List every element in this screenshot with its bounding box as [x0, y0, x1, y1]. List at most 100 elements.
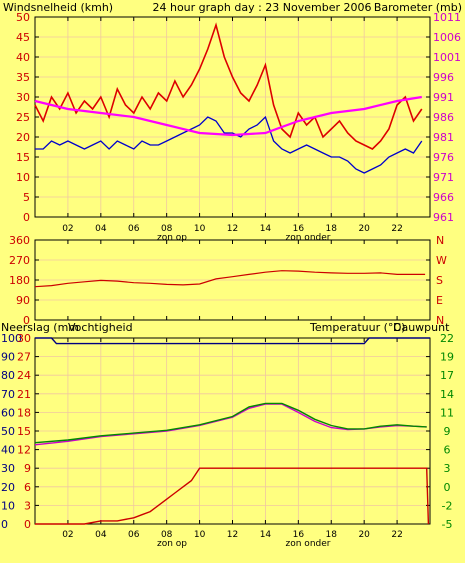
x-tick-label-bottom: 04 — [95, 530, 107, 540]
direction-tick-label: 0 — [23, 314, 30, 327]
humidity-tick-label: 40 — [1, 444, 15, 457]
rain-tick-label: 3 — [24, 499, 31, 512]
wind-speed-tick-label: 30 — [16, 91, 30, 104]
temperature-tick-label: 6 — [444, 444, 451, 457]
barometer-tick-label: 976 — [433, 151, 454, 164]
sunrise-label-top: zon op — [157, 233, 187, 243]
x-tick-label-bottom: 18 — [326, 530, 338, 540]
wind-average-series — [35, 115, 423, 174]
compass-label: N — [436, 314, 444, 327]
direction-tick-label: 90 — [16, 294, 30, 307]
temperature-tick-label: -5 — [442, 518, 453, 531]
wind-speed-tick-label: 50 — [16, 11, 30, 24]
x-tick-label-bottom: 02 — [62, 530, 73, 540]
direction-tick-label: 360 — [9, 234, 30, 247]
wind-speed-tick-label: 15 — [16, 151, 30, 164]
rain-series — [35, 467, 430, 525]
compass-label: W — [436, 254, 447, 267]
humidity-tick-label: 70 — [1, 388, 15, 401]
wind-speed-axis-title: Windsnelheid (kmh) — [3, 1, 113, 14]
humidity-tick-label: 60 — [1, 406, 15, 419]
wind-speed-tick-label: 0 — [23, 211, 30, 224]
temperature-series — [34, 402, 427, 444]
sunset-label-top: zon onder — [286, 233, 331, 243]
x-tick-label-top: 14 — [260, 224, 272, 234]
sunset-label-bottom: zon onder — [286, 539, 331, 549]
wind-speed-tick-label: 20 — [16, 131, 30, 144]
x-tick-label-bottom: 08 — [161, 530, 173, 540]
temperature-axis-title: Temperatuur (°C) — [309, 321, 405, 334]
barometer-tick-label: 966 — [433, 191, 454, 204]
temperature-tick-label: 14 — [440, 388, 454, 401]
x-tick-label-bottom: 22 — [391, 530, 402, 540]
temperature-tick-label: 3 — [444, 462, 451, 475]
chart-title: 24 hour graph day : 23 November 2006 — [152, 1, 371, 14]
compass-label: S — [436, 274, 443, 287]
rain-tick-label: 18 — [17, 406, 31, 419]
direction-tick-label: 270 — [9, 254, 30, 267]
barometer-tick-label: 961 — [433, 211, 454, 224]
barometer-tick-label: 991 — [433, 91, 454, 104]
wind-speed-tick-label: 45 — [16, 31, 30, 44]
temperature-tick-label: -2 — [442, 499, 453, 512]
barometer-tick-label: 971 — [433, 171, 454, 184]
barometer-series — [34, 95, 422, 137]
rain-tick-label: 12 — [17, 444, 31, 457]
wind-speed-tick-label: 5 — [23, 191, 30, 204]
temperature-tick-label: 17 — [440, 369, 454, 382]
sunrise-label-bottom: zon op — [157, 539, 187, 549]
x-tick-label-bottom: 10 — [194, 530, 206, 540]
compass-label: E — [436, 294, 443, 307]
temperature-tick-label: 9 — [444, 425, 451, 438]
x-tick-label-bottom: 14 — [260, 530, 272, 540]
rain-tick-label: 24 — [17, 369, 31, 382]
wind-gust-series — [34, 22, 423, 150]
wind-speed-tick-label: 35 — [16, 71, 30, 84]
humidity-tick-label: 30 — [1, 462, 15, 475]
wind-speed-tick-label: 10 — [16, 171, 30, 184]
barometer-axis-title: Barometer (mb) — [374, 1, 462, 14]
direction-tick-label: 180 — [9, 274, 30, 287]
humidity-tick-label: 50 — [1, 425, 15, 438]
humidity-tick-label: 90 — [1, 351, 15, 364]
humidity-tick-label: 80 — [1, 369, 15, 382]
humidity-series — [35, 337, 430, 345]
dewpoint-series — [34, 403, 427, 446]
humidity-tick-label: 20 — [1, 481, 15, 494]
wind-speed-tick-label: 40 — [16, 51, 30, 64]
temperature-tick-label: 19 — [440, 351, 454, 364]
temperature-tick-label: 22 — [440, 332, 454, 345]
x-tick-label-bottom: 12 — [227, 530, 238, 540]
rain-tick-label: 27 — [17, 351, 31, 364]
x-tick-label-top: 04 — [95, 224, 107, 234]
humidity-axis-title: Vochtigheid — [68, 321, 133, 334]
x-tick-label-top: 16 — [293, 224, 305, 234]
rain-tick-label: 15 — [17, 425, 31, 438]
rain-tick-label: 6 — [24, 481, 31, 494]
barometer-tick-label: 1006 — [433, 31, 461, 44]
barometer-tick-label: 996 — [433, 71, 454, 84]
rain-tick-label: 9 — [24, 462, 31, 475]
x-tick-label-top: 10 — [194, 224, 206, 234]
x-tick-label-top: 08 — [161, 224, 173, 234]
x-tick-label-top: 22 — [391, 224, 402, 234]
x-tick-label-bottom: 20 — [358, 530, 370, 540]
x-tick-label-bottom: 06 — [128, 530, 140, 540]
x-tick-label-top: 18 — [326, 224, 338, 234]
wind-direction-series — [34, 270, 426, 288]
humidity-tick-label: 10 — [1, 499, 15, 512]
barometer-tick-label: 1001 — [433, 51, 461, 64]
humidity-tick-label: 0 — [1, 518, 8, 531]
barometer-tick-label: 986 — [433, 111, 454, 124]
wind-speed-tick-label: 25 — [16, 111, 30, 124]
x-tick-label-top: 20 — [358, 224, 370, 234]
x-tick-label-top: 02 — [62, 224, 73, 234]
compass-label: N — [436, 234, 444, 247]
rain-tick-label: 30 — [17, 332, 31, 345]
x-tick-label-top: 12 — [227, 224, 238, 234]
rain-axis-title: Neerslag (mm — [1, 321, 79, 334]
temperature-tick-label: 0 — [444, 481, 451, 494]
